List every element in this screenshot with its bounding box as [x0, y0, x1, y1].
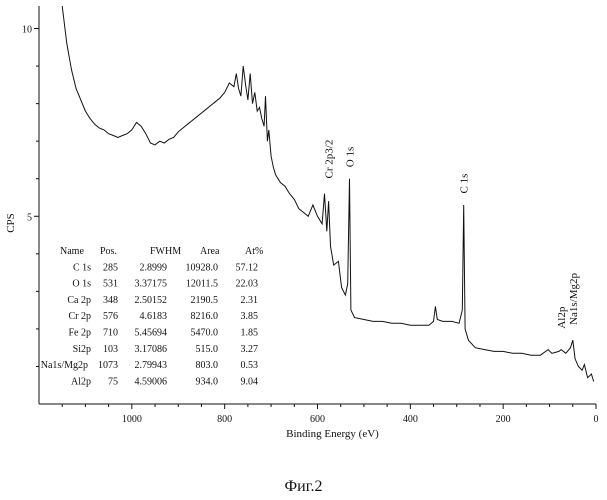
x-tick-label: 200: [496, 414, 511, 425]
table-cell: 103: [103, 344, 118, 355]
table-cell: 2.31: [241, 295, 259, 306]
table-cell: 710: [103, 328, 118, 339]
table-cell: 10928.0: [186, 262, 219, 273]
table-header-cell: Area: [200, 246, 220, 257]
table-row-name: O 1s: [72, 279, 91, 290]
peak-label-na1s-mg2p: Na1s/Mg2p: [568, 272, 580, 324]
y-tick-label: 10: [22, 25, 32, 36]
table-cell: 2.8999: [140, 262, 168, 273]
table-cell: 57.12: [236, 262, 259, 273]
table-cell: 22.03: [236, 279, 259, 290]
table-cell: 9.04: [241, 376, 259, 387]
table-cell: 1073: [98, 360, 118, 371]
table-row-name: Si2p: [73, 344, 91, 355]
table-cell: 934.0: [196, 376, 219, 387]
x-tick-label: 400: [403, 414, 418, 425]
table-header-cell: FWHM: [150, 246, 181, 257]
table-cell: 2.79943: [135, 360, 168, 371]
figure-caption: Фиг.2: [0, 478, 607, 496]
table-cell: 515.0: [196, 344, 219, 355]
table-cell: 3.27: [241, 344, 259, 355]
table-cell: 2190.5: [191, 295, 219, 306]
table-cell: 803.0: [196, 360, 219, 371]
table-cell: 3.85: [241, 311, 259, 322]
table-row-name: Cr 2p: [69, 311, 92, 322]
table-cell: 2.50152: [135, 295, 168, 306]
table-cell: 4.59006: [135, 376, 168, 387]
table-cell: 75: [108, 376, 118, 387]
table-cell: 285: [103, 262, 118, 273]
table-header-cell: Name: [60, 246, 84, 257]
table-row-name: Na1s/Mg2p: [41, 360, 88, 371]
x-tick-label: 800: [217, 414, 232, 425]
table-header-cell: At%: [245, 246, 263, 257]
table-row-name: C 1s: [73, 262, 91, 273]
table-cell: 3.37175: [135, 279, 168, 290]
table-cell: 12011.5: [186, 279, 218, 290]
table-cell: 348: [103, 295, 118, 306]
peak-label-cr-2p3-2: Cr 2p3/2: [324, 140, 336, 179]
table-cell: 576: [103, 311, 118, 322]
table-row-name: Fe 2p: [69, 328, 92, 339]
peak-label-o-1s: O 1s: [345, 147, 357, 167]
table-row-name: Al2p: [71, 376, 91, 387]
x-tick-label: 0: [594, 414, 599, 425]
y-tick-label: 5: [27, 212, 32, 223]
peak-label-c-1s: C 1s: [459, 174, 471, 194]
spectrum-line: [62, 6, 594, 382]
table-cell: 0.53: [241, 360, 259, 371]
table-cell: 4.6183: [140, 311, 168, 322]
table-header-cell: Pos.: [100, 246, 117, 257]
table-cell: 5470.0: [191, 328, 219, 339]
table-cell: 3.17086: [135, 344, 168, 355]
table-cell: 1.85: [241, 328, 259, 339]
table-cell: 8216.0: [191, 311, 219, 322]
x-tick-label: 1000: [122, 414, 142, 425]
x-axis-label: Binding Energy (eV): [286, 428, 379, 440]
x-tick-label: 600: [310, 414, 325, 425]
y-axis-label: CPS: [5, 213, 17, 233]
peak-label-al2p: Al2p: [556, 306, 568, 329]
table-cell: 5.45694: [135, 328, 168, 339]
table-cell: 531: [103, 279, 118, 290]
table-row-name: Ca 2p: [67, 295, 91, 306]
